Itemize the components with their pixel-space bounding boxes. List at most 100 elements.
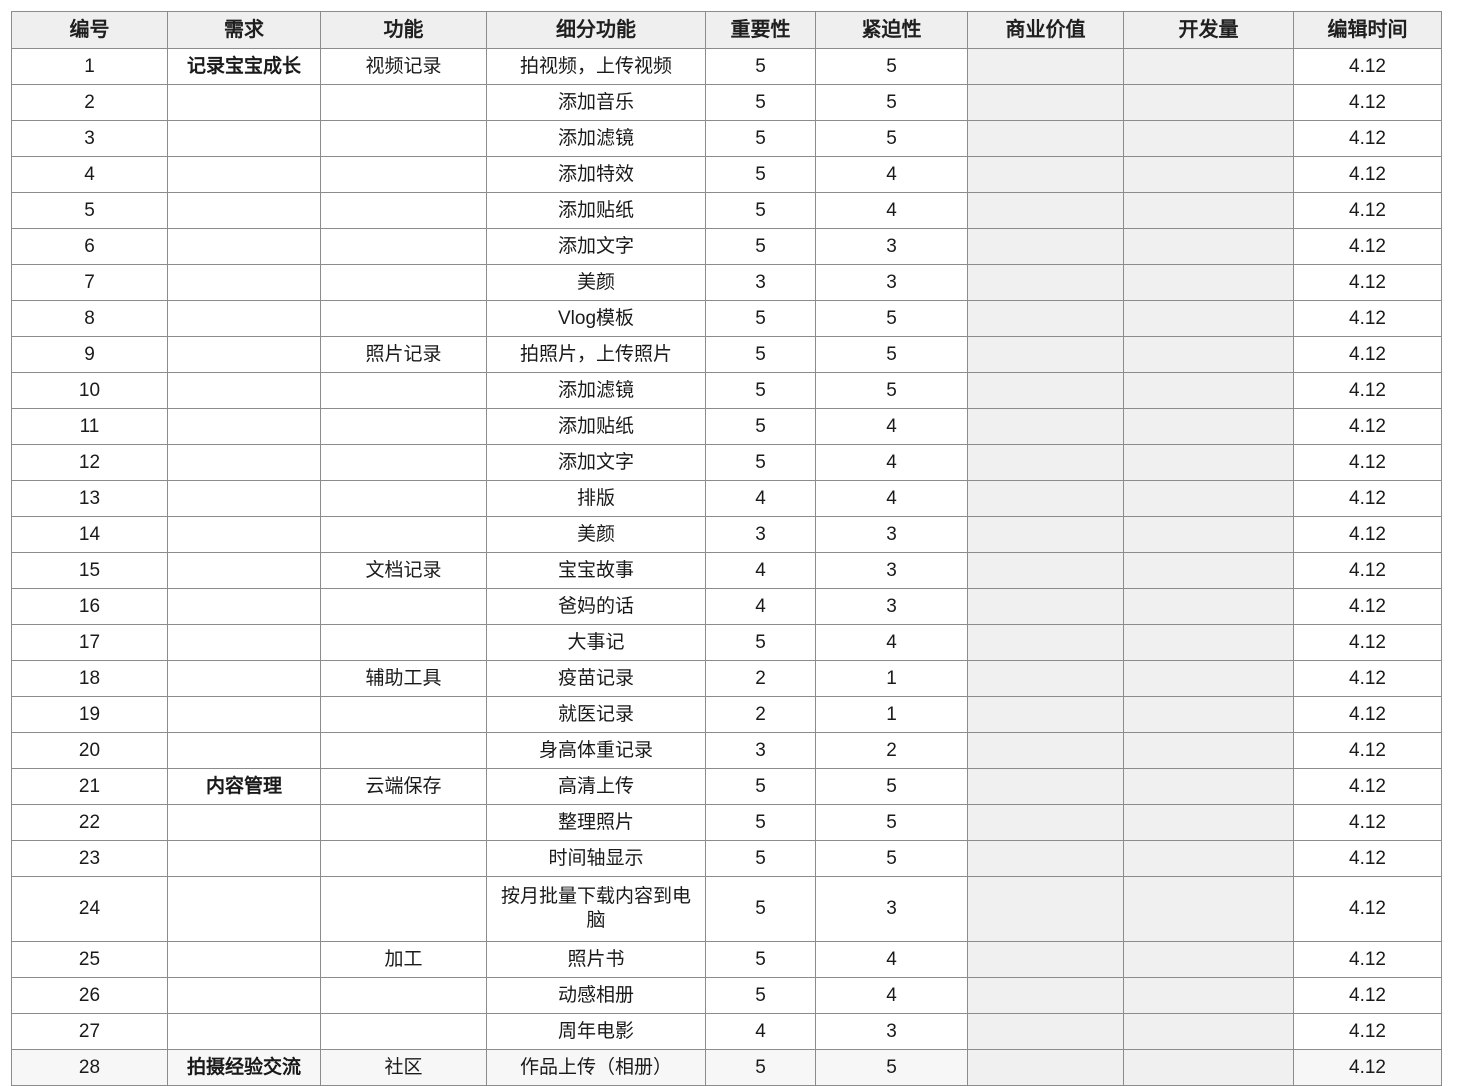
cell-dev-effort[interactable]	[1123, 941, 1294, 978]
cell-dev-effort[interactable]	[1123, 1013, 1294, 1050]
cell-func[interactable]	[320, 444, 487, 481]
column-header-important[interactable]: 重要性	[705, 11, 816, 49]
cell-func[interactable]: 加工	[320, 941, 487, 978]
table-row[interactable]: 7 美颜 3 3 4.12	[11, 264, 1442, 301]
cell-dev-effort[interactable]	[1123, 516, 1294, 553]
cell-subfunc[interactable]: 照片书	[486, 941, 706, 978]
cell-business-value[interactable]	[967, 696, 1124, 733]
cell-edit-time[interactable]: 4.12	[1293, 372, 1442, 409]
cell-dev-effort[interactable]	[1123, 48, 1294, 85]
cell-urgency[interactable]: 3	[815, 552, 968, 589]
cell-edit-time[interactable]: 4.12	[1293, 941, 1442, 978]
cell-importance[interactable]: 4	[705, 1013, 816, 1050]
cell-subfunc[interactable]: 添加滤镜	[486, 372, 706, 409]
cell-business-value[interactable]	[967, 876, 1124, 942]
table-row[interactable]: 5 添加贴纸 5 4 4.12	[11, 192, 1442, 229]
table-row[interactable]: 11 添加贴纸 5 4 4.12	[11, 408, 1442, 445]
cell-dev-effort[interactable]	[1123, 588, 1294, 625]
cell-id[interactable]: 16	[11, 588, 168, 625]
cell-importance[interactable]: 5	[705, 336, 816, 373]
cell-business-value[interactable]	[967, 480, 1124, 517]
cell-func[interactable]	[320, 516, 487, 553]
cell-subfunc[interactable]: 整理照片	[486, 804, 706, 841]
cell-dev-effort[interactable]	[1123, 228, 1294, 265]
cell-func[interactable]: 文档记录	[320, 552, 487, 589]
cell-func[interactable]	[320, 408, 487, 445]
cell-dev-effort[interactable]	[1123, 977, 1294, 1014]
cell-id[interactable]: 28	[11, 1049, 168, 1086]
cell-subfunc[interactable]: 时间轴显示	[486, 840, 706, 877]
table-row[interactable]: 3 添加滤镜 5 5 4.12	[11, 120, 1442, 157]
cell-need[interactable]: 记录宝宝成长	[167, 48, 321, 85]
cell-dev-effort[interactable]	[1123, 840, 1294, 877]
cell-func[interactable]	[320, 156, 487, 193]
table-row[interactable]: 1 记录宝宝成长 视频记录 拍视频，上传视频 5 5 4.12	[11, 48, 1442, 85]
cell-subfunc[interactable]: 添加贴纸	[486, 408, 706, 445]
cell-func[interactable]	[320, 732, 487, 769]
cell-edit-time[interactable]: 4.12	[1293, 768, 1442, 805]
cell-urgency[interactable]: 5	[815, 120, 968, 157]
cell-edit-time[interactable]: 4.12	[1293, 804, 1442, 841]
cell-id[interactable]: 13	[11, 480, 168, 517]
cell-func[interactable]	[320, 84, 487, 121]
cell-edit-time[interactable]: 4.12	[1293, 624, 1442, 661]
cell-id[interactable]: 15	[11, 552, 168, 589]
cell-dev-effort[interactable]	[1123, 732, 1294, 769]
cell-urgency[interactable]: 5	[815, 804, 968, 841]
cell-urgency[interactable]: 3	[815, 1013, 968, 1050]
cell-id[interactable]: 9	[11, 336, 168, 373]
cell-urgency[interactable]: 3	[815, 228, 968, 265]
cell-dev-effort[interactable]	[1123, 768, 1294, 805]
cell-id[interactable]: 25	[11, 941, 168, 978]
cell-business-value[interactable]	[967, 228, 1124, 265]
table-row[interactable]: 2 添加音乐 5 5 4.12	[11, 84, 1442, 121]
cell-edit-time[interactable]: 4.12	[1293, 516, 1442, 553]
cell-need[interactable]	[167, 84, 321, 121]
table-row[interactable]: 4 添加特效 5 4 4.12	[11, 156, 1442, 193]
table-row[interactable]: 10 添加滤镜 5 5 4.12	[11, 372, 1442, 409]
table-row[interactable]: 12 添加文字 5 4 4.12	[11, 444, 1442, 481]
cell-need[interactable]: 内容管理	[167, 768, 321, 805]
cell-subfunc[interactable]: 动感相册	[486, 977, 706, 1014]
cell-id[interactable]: 14	[11, 516, 168, 553]
cell-subfunc[interactable]: 爸妈的话	[486, 588, 706, 625]
cell-business-value[interactable]	[967, 192, 1124, 229]
cell-importance[interactable]: 2	[705, 696, 816, 733]
table-row[interactable]: 15 文档记录 宝宝故事 4 3 4.12	[11, 552, 1442, 589]
cell-importance[interactable]: 5	[705, 1049, 816, 1086]
cell-importance[interactable]: 5	[705, 840, 816, 877]
cell-need[interactable]	[167, 977, 321, 1014]
table-row[interactable]: 18 辅助工具 疫苗记录 2 1 4.12	[11, 660, 1442, 697]
cell-edit-time[interactable]: 4.12	[1293, 552, 1442, 589]
cell-importance[interactable]: 5	[705, 48, 816, 85]
cell-edit-time[interactable]: 4.12	[1293, 876, 1442, 942]
cell-subfunc[interactable]: 大事记	[486, 624, 706, 661]
cell-dev-effort[interactable]	[1123, 156, 1294, 193]
cell-subfunc[interactable]: 高清上传	[486, 768, 706, 805]
cell-urgency[interactable]: 3	[815, 516, 968, 553]
cell-business-value[interactable]	[967, 588, 1124, 625]
cell-business-value[interactable]	[967, 84, 1124, 121]
cell-need[interactable]	[167, 624, 321, 661]
cell-importance[interactable]: 3	[705, 516, 816, 553]
cell-edit-time[interactable]: 4.12	[1293, 48, 1442, 85]
cell-subfunc[interactable]: 添加文字	[486, 444, 706, 481]
cell-func[interactable]	[320, 876, 487, 942]
cell-urgency[interactable]: 5	[815, 1049, 968, 1086]
cell-importance[interactable]: 5	[705, 84, 816, 121]
cell-importance[interactable]: 3	[705, 264, 816, 301]
cell-edit-time[interactable]: 4.12	[1293, 336, 1442, 373]
cell-business-value[interactable]	[967, 48, 1124, 85]
cell-subfunc[interactable]: 添加特效	[486, 156, 706, 193]
cell-business-value[interactable]	[967, 408, 1124, 445]
cell-need[interactable]	[167, 941, 321, 978]
cell-dev-effort[interactable]	[1123, 1049, 1294, 1086]
table-row[interactable]: 9 照片记录 拍照片，上传照片 5 5 4.12	[11, 336, 1442, 373]
table-row[interactable]: 13 排版 4 4 4.12	[11, 480, 1442, 517]
cell-business-value[interactable]	[967, 977, 1124, 1014]
cell-subfunc[interactable]: 宝宝故事	[486, 552, 706, 589]
cell-id[interactable]: 11	[11, 408, 168, 445]
cell-business-value[interactable]	[967, 516, 1124, 553]
cell-subfunc[interactable]: 身高体重记录	[486, 732, 706, 769]
table-row[interactable]: 8 Vlog模板 5 5 4.12	[11, 300, 1442, 337]
